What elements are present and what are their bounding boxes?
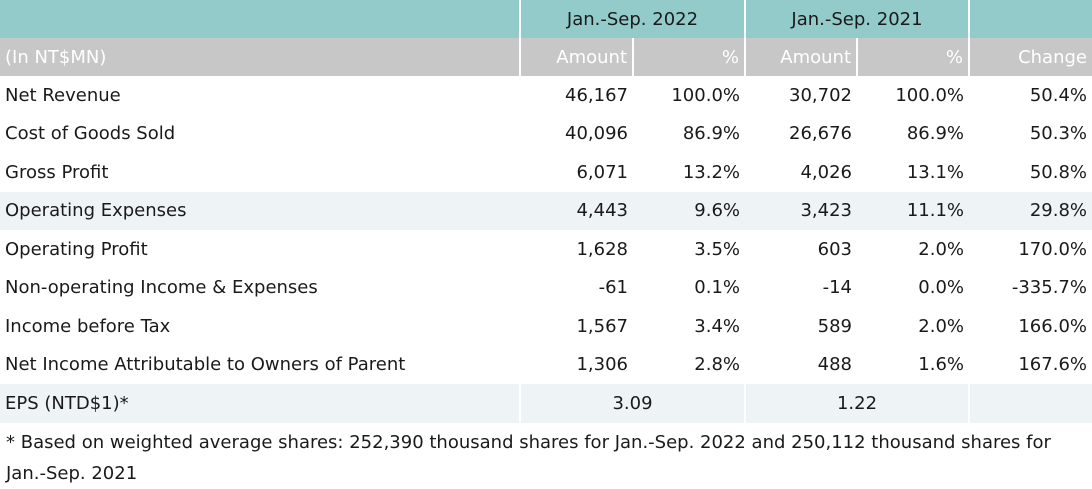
- footnote: * Based on weighted average shares: 252,…: [6, 431, 1051, 484]
- amount-2022: 1,628: [576, 238, 628, 260]
- pct-2021: 11.1%: [857, 191, 969, 230]
- column-header-row: (In NT$MN) Amount % Amount % Change: [0, 38, 1092, 76]
- amount-2021: 4,026: [800, 161, 852, 183]
- change-value: 166.0%: [1018, 315, 1087, 337]
- eps-2021: 1.22: [744, 384, 969, 423]
- eps-2022: 3.09: [519, 384, 745, 423]
- amount-2021: 603: [817, 238, 852, 260]
- row-label: Gross Profit: [5, 161, 109, 183]
- amount-2021-header: Amount: [744, 38, 857, 76]
- amount-2021: 589: [817, 315, 852, 337]
- pct-2021: 0.0%: [918, 277, 964, 299]
- row-label: Income before Tax: [5, 315, 171, 337]
- amount-2021: -14: [822, 277, 852, 299]
- pct-2021: 2.0%: [918, 238, 964, 260]
- amount-2022: 1,567: [576, 315, 628, 337]
- row-label: Non-operating Income & Expenses: [5, 277, 318, 299]
- amount-2022: 46,167: [565, 84, 628, 106]
- pct-2021: 100.0%: [895, 84, 964, 106]
- table-row: Cost of Goods Sold 40,096 86.9% 26,676 8…: [0, 115, 1092, 154]
- amount-2021: 3,423: [745, 191, 857, 230]
- pct-2021: 86.9%: [906, 123, 964, 145]
- row-label: Net Revenue: [5, 84, 121, 106]
- table-row: Operating Expenses 4,443 9.6% 3,423 11.1…: [0, 191, 1092, 230]
- change-value: 170.0%: [1018, 238, 1087, 260]
- table-row: Net Income Attributable to Owners of Par…: [0, 346, 1092, 385]
- pct-2022: 2.8%: [694, 354, 740, 376]
- table-row: Non-operating Income & Expenses -61 0.1%…: [0, 269, 1092, 308]
- table-row: Gross Profit 6,071 13.2% 4,026 13.1% 50.…: [0, 153, 1092, 192]
- pct-2022: 9.6%: [633, 191, 745, 230]
- amount-2022: -61: [598, 277, 628, 299]
- pct-2022: 86.9%: [682, 123, 740, 145]
- eps-row: EPS (NTD$1)* 3.09 1.22: [0, 384, 1092, 423]
- header-blank-cell: [0, 0, 520, 38]
- pct-2022: 3.5%: [694, 238, 740, 260]
- amount-2022: 4,443: [520, 191, 633, 230]
- change-value: 50.4%: [1029, 84, 1087, 106]
- amount-2021: 26,676: [789, 123, 852, 145]
- amount-2022: 40,096: [565, 123, 628, 145]
- unit-label: (In NT$MN): [0, 38, 520, 76]
- change-value: 29.8%: [969, 191, 1092, 230]
- amount-2021: 30,702: [789, 84, 852, 106]
- pct-2021: 2.0%: [918, 315, 964, 337]
- pct-2021: 13.1%: [906, 161, 964, 183]
- change-value: 167.6%: [1018, 354, 1087, 376]
- pct-2022: 13.2%: [682, 161, 740, 183]
- row-label: Net Income Attributable to Owners of Par…: [5, 354, 406, 376]
- pct-2022: 0.1%: [694, 277, 740, 299]
- change-value: 50.3%: [1029, 123, 1087, 145]
- table-row: Net Revenue 46,167 100.0% 30,702 100.0% …: [0, 76, 1092, 115]
- period-header-row: Jan.-Sep. 2022 Jan.-Sep. 2021: [0, 0, 1092, 38]
- table-row: Operating Profit 1,628 3.5% 603 2.0% 170…: [0, 230, 1092, 269]
- period-2022-header: Jan.-Sep. 2022: [519, 0, 745, 38]
- row-label: Cost of Goods Sold: [5, 123, 176, 145]
- eps-label: EPS (NTD$1)*: [0, 384, 520, 423]
- pct-2022: 100.0%: [671, 84, 740, 106]
- change-value: 50.8%: [1029, 161, 1087, 183]
- period-2021-header: Jan.-Sep. 2021: [744, 0, 969, 38]
- amount-2021: 488: [817, 354, 852, 376]
- row-label: Operating Profit: [5, 238, 148, 260]
- header-blank-change-cell: [968, 0, 1092, 38]
- row-label: Operating Expenses: [0, 191, 520, 230]
- eps-change-blank: [968, 384, 1092, 423]
- amount-2022: 1,306: [576, 354, 628, 376]
- pct-2022-header: %: [632, 38, 745, 76]
- financial-summary-table: Jan.-Sep. 2022 Jan.-Sep. 2021 (In NT$MN)…: [0, 0, 1092, 423]
- table-row: Income before Tax 1,567 3.4% 589 2.0% 16…: [0, 307, 1092, 346]
- amount-2022-header: Amount: [519, 38, 633, 76]
- amount-2022: 6,071: [576, 161, 628, 183]
- pct-2021-header: %: [856, 38, 969, 76]
- pct-2022: 3.4%: [694, 315, 740, 337]
- change-value: -335.7%: [1011, 277, 1087, 299]
- pct-2021: 1.6%: [918, 354, 964, 376]
- change-header: Change: [968, 38, 1092, 76]
